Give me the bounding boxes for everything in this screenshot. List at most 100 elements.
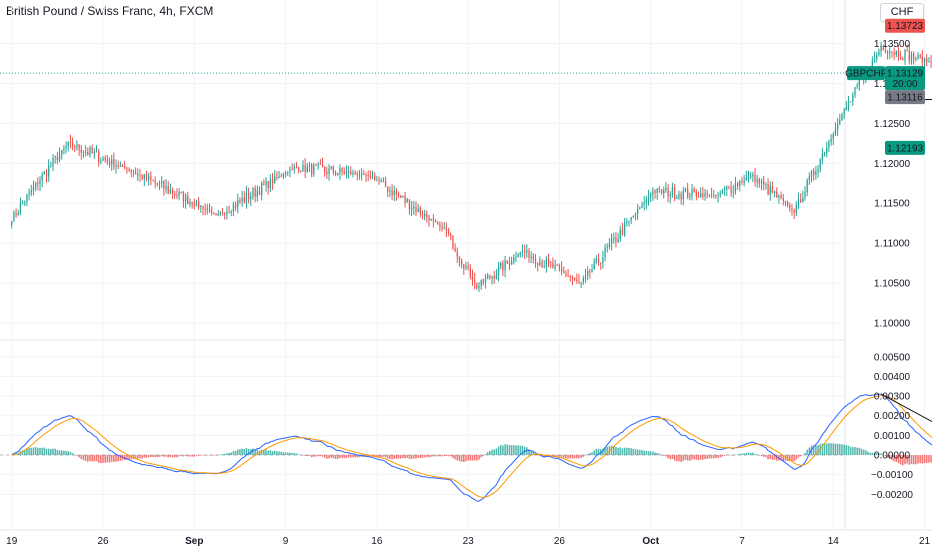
candle-body <box>482 280 485 283</box>
candle-body <box>839 120 841 125</box>
candle-body <box>211 210 213 213</box>
macd-hist-bar <box>463 455 465 463</box>
macd-hist-bar <box>673 455 676 461</box>
macd-hist-bar <box>754 454 756 456</box>
candle-body <box>873 58 876 62</box>
macd-hist-bar <box>419 455 422 458</box>
macd-hist-bar <box>223 453 226 456</box>
macd-hist-bar <box>300 455 302 456</box>
macd-hist-bar <box>230 452 233 456</box>
candle-body <box>319 163 322 165</box>
macd-hist-bar <box>923 455 926 464</box>
macd-hist-bar <box>821 443 824 456</box>
candle-body <box>313 164 315 175</box>
candle-body <box>617 238 619 243</box>
candle-body <box>152 179 154 181</box>
candle-body <box>606 247 608 249</box>
macd-hist-bar <box>773 455 776 460</box>
macd-hist-bar <box>221 454 224 456</box>
candle-body <box>43 171 45 174</box>
candle-body <box>67 141 69 147</box>
candle-body <box>706 193 708 195</box>
macd-hist-bar <box>180 455 183 456</box>
candle-body <box>439 224 441 227</box>
candle-body <box>637 209 639 214</box>
candle-body <box>276 176 278 178</box>
macd-hist-bar <box>554 455 556 457</box>
macd-hist-bar <box>178 455 180 457</box>
macd-hist-bar <box>830 443 832 456</box>
candle-body <box>119 165 122 167</box>
price-tag-value: 1.12193 <box>887 143 924 154</box>
macd-hist-bar <box>215 455 217 456</box>
fib-retracement[interactable]: 10.7050.6180.50BOS <box>924 14 932 148</box>
candle-body <box>195 201 198 207</box>
candle-body <box>537 263 539 266</box>
candle-body <box>126 168 128 170</box>
macd-hist-bar <box>691 455 693 460</box>
candle-body <box>267 181 269 189</box>
price-tick-label: 1.13500 <box>874 39 911 50</box>
macd-hist-bar <box>739 453 741 456</box>
candle-body <box>808 176 811 180</box>
macd-hist-bar <box>63 450 65 456</box>
candle-body <box>902 58 904 61</box>
macd-hist-bar <box>434 455 437 457</box>
candle-body <box>52 157 54 166</box>
candle-body <box>663 190 665 194</box>
candle-body <box>360 174 363 176</box>
macd-hist-bar <box>280 451 282 456</box>
candle-body <box>484 278 487 283</box>
macd-hist-bar <box>423 455 426 458</box>
macd-hist-bar <box>460 455 463 462</box>
time-tick-label: 23 <box>463 536 475 547</box>
macd-hist-bar <box>167 455 169 458</box>
candle-body <box>24 201 26 203</box>
candle-body <box>397 194 400 196</box>
macd-hist-bar <box>243 449 246 456</box>
price-tag <box>885 18 925 33</box>
candle-body <box>519 252 521 255</box>
macd-hist-bar <box>410 455 413 459</box>
macd-hist-bar <box>804 452 806 456</box>
macd-hist-bar <box>808 447 811 456</box>
candle-body <box>595 258 598 262</box>
candle-body <box>478 285 480 289</box>
macd-hist-bar <box>649 451 652 456</box>
candle-body <box>402 195 404 198</box>
candle-body <box>521 250 524 253</box>
macd-hist-bar <box>780 455 782 461</box>
candle-body <box>321 164 324 167</box>
macd-hist-bar <box>354 455 356 458</box>
macd-hist-bar <box>745 452 748 456</box>
candle-body <box>919 55 921 57</box>
macd-hist-bar <box>869 452 871 456</box>
candle-body <box>280 176 282 178</box>
macd-hist-bar <box>578 455 580 459</box>
candle-body <box>415 206 417 212</box>
macd-hist-bar <box>765 455 767 458</box>
candle-body <box>741 181 743 183</box>
candle-body <box>91 147 93 154</box>
macd-tick-label: 0.00300 <box>874 392 911 403</box>
candle-body <box>139 174 141 176</box>
macd-hist-bar <box>584 455 587 456</box>
macd-hist-bar <box>678 455 680 462</box>
candle-body <box>713 194 715 196</box>
candle-body <box>282 174 285 177</box>
candle-body <box>889 51 891 53</box>
macd-hist-bar <box>662 455 665 456</box>
macd-hist-bar <box>404 455 406 459</box>
macd-hist-bar <box>447 455 450 457</box>
candle-body <box>834 129 837 135</box>
candle-body <box>802 197 804 202</box>
grid <box>0 0 926 530</box>
candle-body <box>552 263 554 269</box>
macd-hist-bar <box>217 455 219 456</box>
candle-body <box>752 174 754 177</box>
macd-hist-bar <box>402 455 404 459</box>
macd-hist-bar <box>282 452 285 456</box>
macd-hist-bar <box>260 449 263 456</box>
current-price-value: 1.13129 <box>887 69 924 80</box>
